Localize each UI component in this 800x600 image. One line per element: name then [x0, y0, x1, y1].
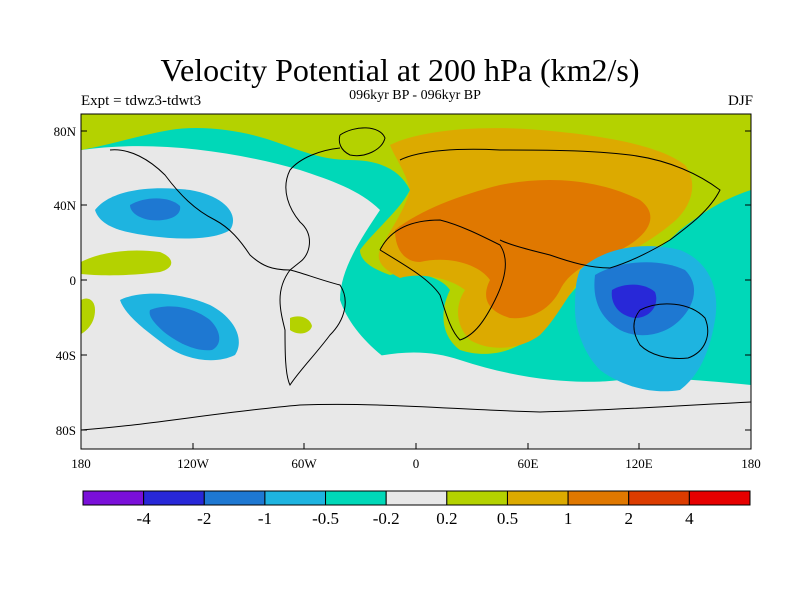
colorbar: -4 -2 -1 -0.5 -0.2 0.2 0.5 1 2 4: [82, 490, 751, 528]
lon-label-180w: 180: [71, 456, 91, 471]
darkblue-nepac: [130, 198, 181, 221]
lat-axis: [81, 130, 751, 431]
map-title: Velocity Potential at 200 hPa (km2/s): [160, 52, 640, 88]
lon-axis: [80, 443, 752, 449]
greenland-coast: [338, 127, 386, 157]
green-indian-west: [81, 298, 95, 334]
coastlines: [81, 127, 751, 431]
colorbar-label: 0.5: [497, 509, 518, 528]
colorbar-swatch: [567, 490, 630, 506]
grey-south: [81, 345, 751, 410]
lon-label-0: 0: [413, 456, 420, 471]
lat-label-0: 0: [70, 273, 77, 288]
lon-label-120e: 120E: [625, 456, 653, 471]
green-south-atlantic: [290, 316, 312, 334]
south-america-coast: [279, 269, 346, 386]
colorbar-swatch: [506, 490, 569, 506]
colorbar-swatch: [446, 490, 508, 506]
colorbar-label: -0.5: [312, 509, 339, 528]
purple-indo: [611, 284, 657, 318]
lat-label-80s: 80S: [56, 423, 76, 438]
lon-label-120w: 120W: [177, 456, 210, 471]
australia-coast: [633, 303, 709, 359]
colorbar-label: 2: [624, 509, 633, 528]
lat-label-40s: 40S: [56, 348, 76, 363]
africa-coast: [379, 219, 506, 341]
lon-label-180e: 180: [741, 456, 761, 471]
colorbar-label: -1: [258, 509, 272, 528]
colorbar-label: -4: [137, 509, 152, 528]
lon-label-60w: 60W: [291, 456, 317, 471]
colorbar-swatch: [264, 490, 327, 506]
contour-field: [81, 114, 751, 449]
colorbar-swatch: [385, 490, 448, 506]
antarctica-coast: [81, 401, 751, 431]
colorbar-label: -0.2: [373, 509, 400, 528]
colorbar-swatch: [143, 490, 205, 506]
lat-label-80n: 80N: [54, 124, 77, 139]
map-subtitle: 096kyr BP - 096kyr BP: [349, 88, 481, 103]
green-pacific: [81, 250, 172, 276]
colorbar-swatch: [203, 490, 266, 506]
colorbar-swatch: [688, 490, 751, 506]
colorbar-swatch: [82, 490, 145, 506]
lat-label-40n: 40N: [54, 198, 77, 213]
season-label: DJF: [727, 93, 753, 109]
colorbar-label: 4: [685, 509, 694, 528]
colorbar-label: 1: [564, 509, 573, 528]
darkblue-spac: [149, 306, 220, 351]
colorbar-label: -2: [197, 509, 211, 528]
darkorange-core: [395, 180, 651, 319]
colorbar-label: 0.2: [436, 509, 457, 528]
colorbar-swatch: [628, 490, 690, 506]
lon-label-60e: 60E: [518, 456, 539, 471]
eurasia-coast: [399, 148, 721, 269]
experiment-label: Expt = tdwz3-tdwt3: [81, 93, 202, 109]
north-america-coast: [109, 147, 341, 271]
colorbar-swatch: [325, 490, 387, 506]
